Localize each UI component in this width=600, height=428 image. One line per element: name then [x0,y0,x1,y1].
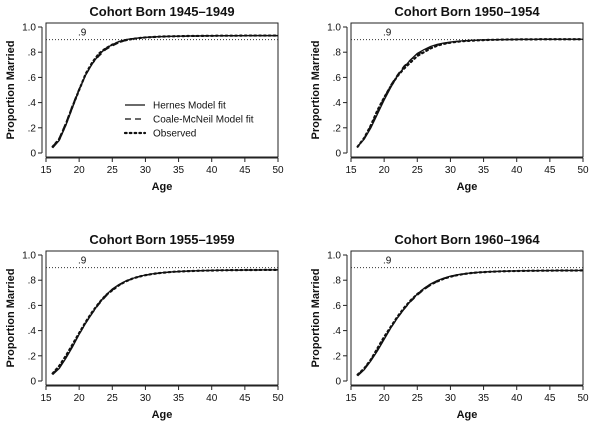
x-tick-label: 20 [379,165,391,176]
x-tick-label: 35 [173,165,185,176]
x-tick-label: 45 [239,393,251,404]
x-tick-label: 40 [511,393,523,404]
x-tick-label: 40 [206,393,218,404]
x-axis-label: Age [457,409,478,421]
reference-line-label: .9 [383,256,392,267]
x-tick-label: 50 [577,165,589,176]
y-tick-label: .6 [333,73,342,84]
x-tick-label: 50 [577,393,589,404]
y-tick-label: .2 [333,351,342,362]
series-line-solid [357,269,584,377]
x-axis-label: Age [457,181,478,193]
y-tick-label: .2 [333,123,342,134]
series-line-dashed [357,269,583,376]
plot-frame [350,250,584,386]
x-tick-label: 30 [445,165,457,176]
x-tick-label: 35 [478,165,490,176]
x-tick-label: 35 [478,393,490,404]
x-tick-label: 25 [107,165,119,176]
y-tick-label: 1.0 [327,251,341,262]
y-tick-label: .8 [28,276,37,287]
y-tick-label: 0 [30,149,36,160]
chart-title: Cohort Born 1950–1954 [394,4,540,19]
y-axis-label: Proportion Married [310,40,322,139]
x-tick-label: 15 [40,165,52,176]
y-tick-label: 1.0 [22,23,36,34]
chart-title: Cohort Born 1955–1959 [89,232,234,247]
chart-panel: Cohort Born 1950–1954 15 20 25 30 35 40 45 50 0 .2… [310,4,589,193]
x-tick-label: 20 [379,393,391,404]
series-line-dotted [356,269,585,376]
y-tick-label: .8 [333,48,342,59]
y-tick-label: 0 [335,377,341,388]
x-tick-label: 40 [206,165,218,176]
reference-line-label: .9 [383,28,392,39]
chart-title: Cohort Born 1960–1964 [394,232,540,247]
y-tick-label: .8 [333,276,342,287]
plot-frame [350,22,584,158]
plot-frame [45,250,279,386]
x-tick-label: 15 [40,393,52,404]
x-tick-label: 25 [107,393,119,404]
legend-label: Hernes Model fit [153,101,226,112]
x-tick-label: 30 [140,165,152,176]
plot-frame [45,22,279,158]
y-tick-label: .6 [333,301,342,312]
y-tick-label: .4 [333,98,342,109]
x-tick-label: 45 [239,165,251,176]
x-tick-label: 50 [272,393,284,404]
chart-panel: Cohort Born 1955–1959 15 20 25 30 35 40 45 50 0 .2… [5,232,284,421]
y-tick-label: .8 [28,48,37,59]
x-tick-label: 45 [544,393,556,404]
series-line-dotted [51,34,280,148]
y-tick-label: .4 [28,98,37,109]
y-axis-label: Proportion Married [310,268,322,367]
y-tick-label: .2 [28,351,37,362]
series-line-dashed [357,38,583,148]
y-tick-label: .4 [333,326,342,337]
y-tick-label: 1.0 [22,251,36,262]
reference-line-label: .9 [78,28,87,39]
x-tick-label: 25 [412,393,424,404]
y-tick-label: .6 [28,301,37,312]
y-tick-label: .2 [28,123,37,134]
y-tick-label: .4 [28,326,37,337]
y-tick-label: 0 [335,149,341,160]
chart-title: Cohort Born 1945–1949 [89,4,234,19]
y-axis-label: Proportion Married [5,268,17,367]
legend-label: Observed [153,129,196,140]
chart-panel: Cohort Born 1945–1949 15 20 25 30 35 40 45 50 0 .2… [5,4,284,193]
y-axis-label: Proportion Married [5,40,17,139]
x-tick-label: 50 [272,165,284,176]
x-tick-label: 20 [74,393,86,404]
x-axis-label: Age [152,181,173,193]
x-axis-label: Age [152,409,173,421]
series-line-dotted [356,38,585,148]
x-tick-label: 40 [511,165,523,176]
x-tick-label: 30 [445,393,457,404]
y-tick-label: 1.0 [327,23,341,34]
y-tick-label: 0 [30,377,36,388]
series-line-dotted [51,268,280,375]
legend-label: Coale-McNeil Model fit [153,115,254,126]
x-tick-label: 30 [140,393,152,404]
y-tick-label: .6 [28,73,37,84]
legend: Hernes Model fit Coale-McNeil Model fit Ob… [123,101,254,140]
x-tick-label: 35 [173,393,185,404]
reference-line-label: .9 [78,256,87,267]
chart-panel: Cohort Born 1960–1964 15 20 25 30 35 40 45 50 0 .2… [310,232,589,421]
x-tick-label: 20 [74,165,86,176]
x-tick-label: 15 [345,393,357,404]
series-line-solid [357,38,583,148]
x-tick-label: 25 [412,165,424,176]
x-tick-label: 15 [345,165,357,176]
x-tick-label: 45 [544,165,556,176]
